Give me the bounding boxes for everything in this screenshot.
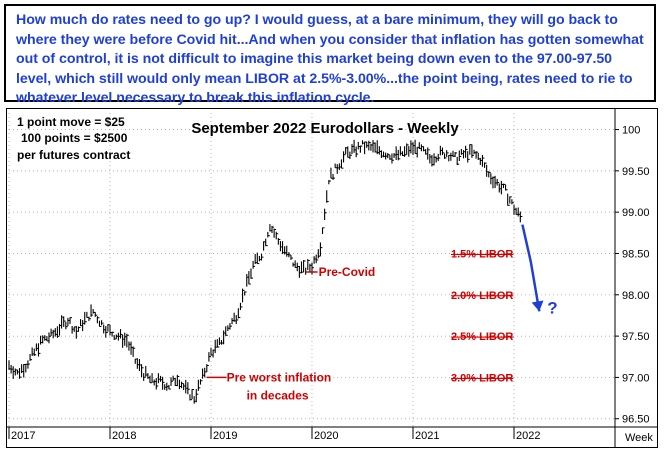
projection-arrowhead (531, 300, 544, 312)
libor-level-1-5: 1.5% LIBOR (451, 248, 513, 260)
x-tick-label: 2022 (516, 430, 540, 442)
libor-level-2-5: 2.5% LIBOR (451, 331, 513, 343)
x-tick-label: 2017 (11, 430, 35, 442)
chart-panel: 100 99.50 99.00 98.50 98.00 97.50 97.00 96.50 20… (6, 108, 658, 448)
projection-question-mark: ? (547, 298, 557, 317)
annotation-pre-inflation-line1: Pre worst inflation (227, 370, 332, 384)
gridlines (8, 113, 615, 427)
libor-level-3-0: 3.0% LIBOR (451, 372, 513, 384)
y-tick-label: 98.50 (622, 248, 650, 260)
libor-level-2-0: 2.0% LIBOR (451, 290, 513, 302)
annotation-pre-covid: Pre-Covid (319, 265, 376, 279)
projection-arrow (521, 224, 544, 312)
x-tick-label: 2020 (314, 430, 338, 442)
y-tick-label: 97.50 (622, 331, 650, 343)
y-tick-label: 100 (622, 125, 640, 137)
contract-info-line1: 1 point move = $25 (17, 115, 125, 129)
annotation-pre-inflation-line2: in decades (247, 388, 309, 402)
x-tick-label: 2021 (415, 430, 439, 442)
x-tick-label: 2018 (112, 430, 136, 442)
y-tick-label: 99.50 (622, 166, 650, 178)
y-tick-label: 97.00 (622, 372, 650, 384)
projection-path (521, 224, 541, 312)
price-bars (8, 139, 523, 404)
x-tick-label: 2019 (213, 430, 237, 442)
y-tick-label: 99.00 (622, 207, 650, 219)
commentary-box: How much do rates need to go up? I would… (4, 4, 656, 106)
axes: 100 99.50 99.00 98.50 98.00 97.50 97.00 96.50 20… (7, 109, 657, 447)
commentary-text: How much do rates need to go up? I would… (16, 12, 644, 107)
y-tick-label: 96.50 (622, 414, 650, 426)
eurodollar-chart: 100 99.50 99.00 98.50 98.00 97.50 97.00 96.50 20… (7, 109, 657, 447)
chart-title: September 2022 Eurodollars - Weekly (191, 120, 459, 137)
y-tick-label: 98.00 (622, 290, 650, 302)
x-axis-unit-label: Week (625, 432, 653, 444)
contract-info-line2: 100 points = $2500 (21, 131, 128, 145)
contract-info-line3: per futures contract (17, 148, 130, 162)
